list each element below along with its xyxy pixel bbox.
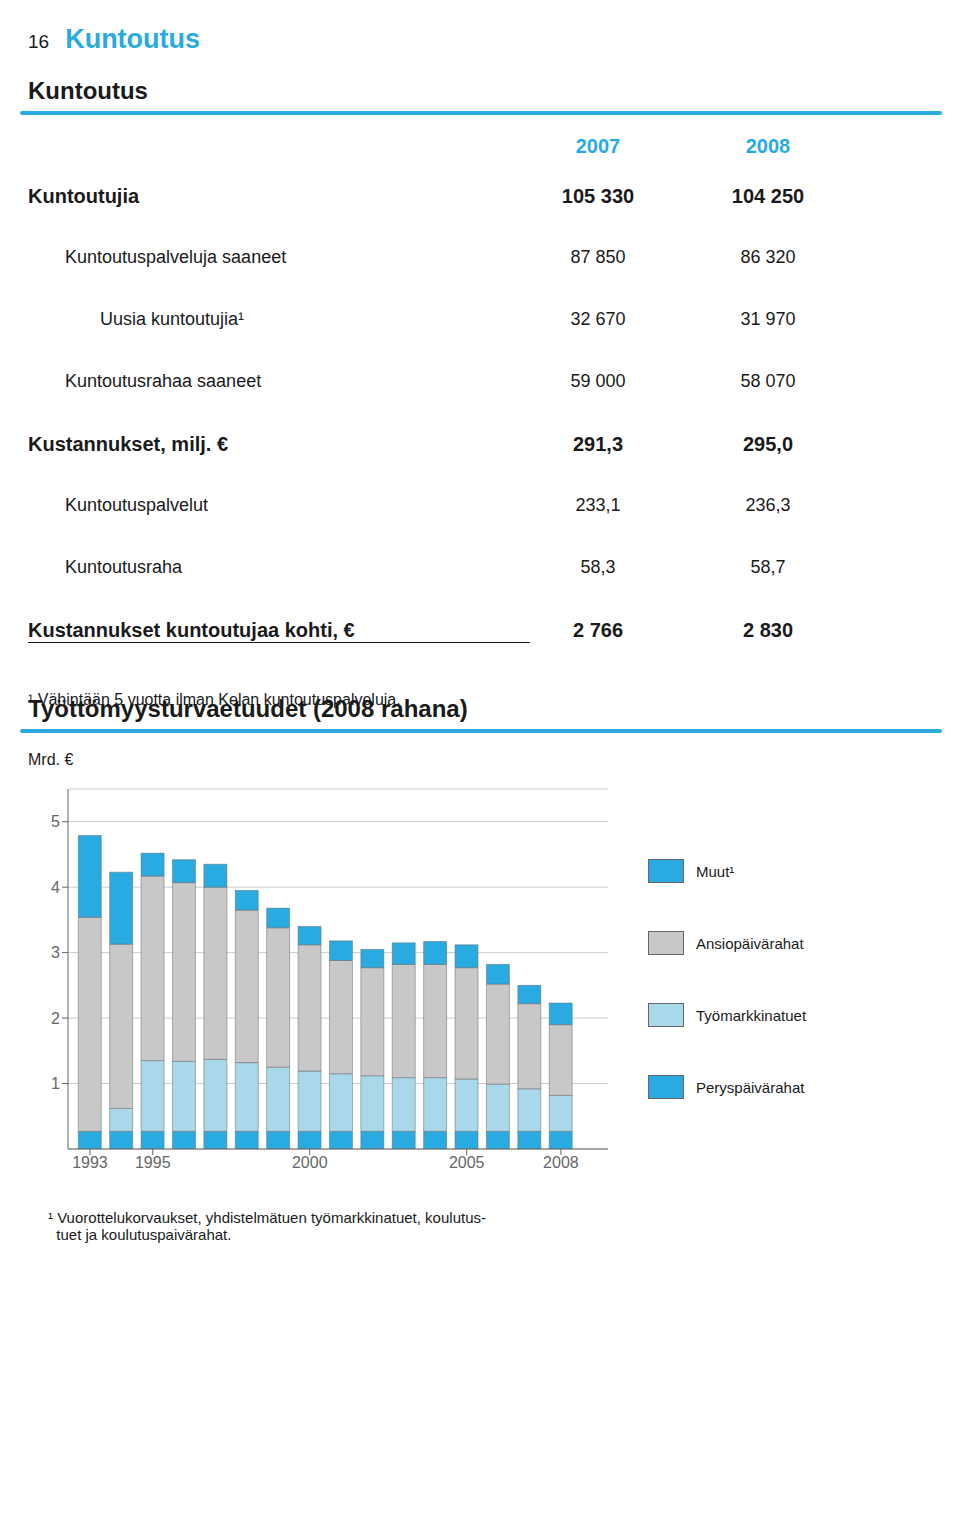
svg-text:4: 4 [51, 879, 60, 896]
html-text:tuet ja koulutuspaivärahat.: tuet ja koulutuspaivärahat. [48, 1226, 232, 1243]
html-text:2 830: 2 830 [743, 619, 793, 641]
html-text:16: 16 [28, 31, 50, 52]
html-text:Kustannukset kuntoutujaa kohti: Kustannukset kuntoutujaa kohti, € [28, 619, 355, 641]
html-text:2007: 2007 [575, 135, 621, 157]
html-text:233,1: 233,1 [575, 495, 621, 515]
html-text:105 330: 105 330 [561, 185, 635, 207]
html-text:Kuntoutuspalveluja saaneet: Kuntoutuspalveluja saaneet [65, 247, 287, 267]
html-text:Kuntoutusraha: Kuntoutusraha [65, 557, 183, 577]
svg-text:2008: 2008 [543, 1154, 579, 1171]
html-text:2 766: 2 766 [573, 619, 623, 641]
html-text:59 000: 59 000 [570, 371, 626, 391]
svg-text:1993: 1993 [72, 1154, 108, 1171]
html-text:Kustannukset, milj. €: Kustannukset, milj. € [28, 433, 229, 455]
html-text:87 850: 87 850 [570, 247, 626, 267]
svg-text:2005: 2005 [449, 1154, 485, 1171]
svg-text:5: 5 [51, 813, 60, 830]
svg-text:1995: 1995 [135, 1154, 171, 1171]
html-text:58,7: 58,7 [750, 557, 786, 577]
html-text:58 070: 58 070 [740, 371, 796, 391]
svg-text:2000: 2000 [292, 1154, 328, 1171]
svg-text:1: 1 [51, 1075, 60, 1092]
html-text:Kuntoutus: Kuntoutus [65, 24, 201, 54]
html-text:Kuntoutus: Kuntoutus [28, 77, 148, 104]
html-text:Muut¹: Muut¹ [696, 862, 735, 880]
html-text:Kuntoutujia: Kuntoutujia [28, 185, 140, 207]
html-text:Perуspäivärahat: Perуspäivärahat [696, 1078, 805, 1096]
html-text:Mrd. €: Mrd. € [28, 751, 74, 768]
html-text:31 970: 31 970 [740, 309, 796, 329]
html-text:Työmarkkinatuet: Työmarkkinatuet [696, 1006, 806, 1024]
html-text:2008: 2008 [745, 135, 791, 157]
svg-text:3: 3 [51, 944, 60, 961]
html-text:Uusia kuntoutujia¹: Uusia kuntoutujia¹ [100, 309, 245, 329]
svg-text:2: 2 [51, 1010, 60, 1027]
html-text:291,3: 291,3 [573, 433, 623, 455]
html-text:Ansiopäivärahat: Ansiopäivärahat [696, 934, 804, 952]
html-text:Työttömyysturvaetuudet (2008 r: Työttömyysturvaetuudet (2008 rahana) [28, 695, 468, 722]
html-text:104 250: 104 250 [731, 185, 805, 207]
html-text:86 320: 86 320 [740, 247, 796, 267]
html-text:32 670: 32 670 [570, 309, 626, 329]
html-text:¹ Vuorottelukorvaukset, yhdist: ¹ Vuorottelukorvaukset, yhdistelmätuen t… [48, 1209, 486, 1226]
html-text:Kuntoutusrahaa saaneet: Kuntoutusrahaa saaneet [65, 371, 262, 391]
html-text:295,0: 295,0 [743, 433, 793, 455]
html-text:236,3: 236,3 [745, 495, 791, 515]
html-text:Kuntoutuspalvelut: Kuntoutuspalvelut [65, 495, 209, 515]
html-text:58,3: 58,3 [580, 557, 616, 577]
html-text:¹ Vähintään 5 vuotta ilman Kel: ¹ Vähintään 5 vuotta ilman Kelan kuntout… [28, 691, 401, 708]
